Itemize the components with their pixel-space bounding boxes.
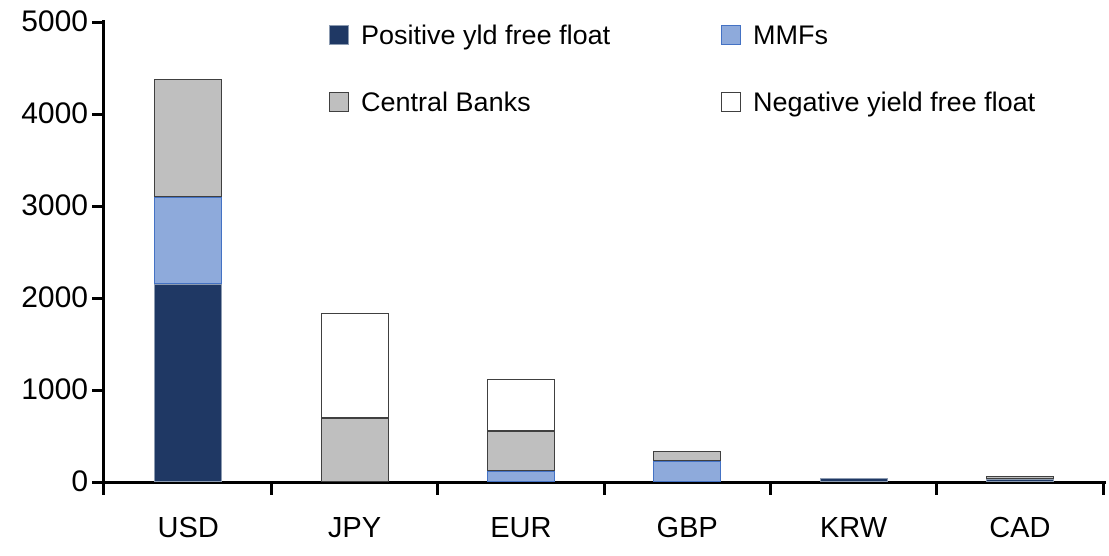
- x-axis-label-krw: KRW: [819, 512, 888, 544]
- bar-cad-central-banks: [985, 476, 1054, 480]
- y-axis-tick-2000: [92, 296, 105, 300]
- x-axis-tick-6: [1101, 482, 1105, 495]
- bar-jpy-central-banks: [320, 417, 389, 482]
- x-axis-label-cad: CAD: [989, 512, 1051, 544]
- bar-eur-negative-yield-free-float: [486, 378, 555, 432]
- bar-cad-positive-yld-free-float: [985, 479, 1054, 482]
- bar-eur-mmfs: [486, 470, 555, 482]
- y-axis-tick-5000: [92, 20, 105, 24]
- y-axis-tick-3000: [92, 204, 105, 208]
- legend-item-mmfs: MMFs: [721, 21, 828, 49]
- y-axis-label-0: 0: [71, 465, 88, 498]
- y-axis-label-1000: 1000: [21, 373, 88, 406]
- x-axis-tick-4: [768, 482, 772, 495]
- x-axis-tick-5: [935, 482, 939, 495]
- y-axis-label-2000: 2000: [21, 281, 88, 314]
- legend-label-mmfs: MMFs: [753, 20, 828, 50]
- legend-item-positive-yld-free-float: Positive yld free float: [329, 21, 610, 49]
- bar-gbp-central-banks: [653, 450, 722, 461]
- bar-eur-central-banks: [486, 431, 555, 471]
- bar-usd-positive-yld-free-float: [154, 284, 223, 482]
- bar-jpy-negative-yield-free-float: [320, 312, 389, 418]
- x-axis-label-jpy: JPY: [327, 512, 382, 544]
- legend-swatch-mmfs: [721, 25, 741, 45]
- legend-item-central-banks: Central Banks: [329, 88, 531, 116]
- x-axis-label-usd: USD: [157, 512, 219, 544]
- legend-swatch-central-banks: [329, 92, 349, 112]
- bar-krw-positive-yld-free-float: [819, 478, 888, 482]
- bar-usd-mmfs: [154, 196, 223, 285]
- x-axis-tick-2: [436, 482, 440, 495]
- y-axis-label-3000: 3000: [21, 189, 88, 222]
- legend: Positive yld free float MMFs Central Ban…: [0, 0, 1109, 130]
- x-axis-label-gbp: GBP: [656, 512, 718, 544]
- y-axis-tick-4000: [92, 112, 105, 116]
- bar-gbp-mmfs: [653, 460, 722, 482]
- y-axis-label-5000: 5000: [21, 5, 88, 38]
- legend-label-positive-yld-free-float: Positive yld free float: [361, 20, 611, 50]
- y-axis-tick-1000: [92, 388, 105, 392]
- y-axis-tick-0: [92, 480, 105, 484]
- bar-usd-central-banks: [154, 79, 223, 197]
- y-axis-label-4000: 4000: [21, 97, 88, 130]
- legend-label-negative-yield-free-float: Negative yield free float: [753, 87, 1036, 117]
- y-axis-line: [102, 20, 105, 495]
- legend-item-negative-yield-free-float: Negative yield free float: [721, 88, 1035, 116]
- x-axis-tick-1: [269, 482, 273, 495]
- x-axis-label-eur: EUR: [490, 512, 552, 544]
- legend-swatch-positive-yld-free-float: [329, 25, 349, 45]
- x-axis-line: [92, 481, 1106, 484]
- x-axis-tick-3: [602, 482, 606, 495]
- legend-label-central-banks: Central Banks: [361, 87, 531, 117]
- legend-swatch-negative-yield-free-float: [721, 92, 741, 112]
